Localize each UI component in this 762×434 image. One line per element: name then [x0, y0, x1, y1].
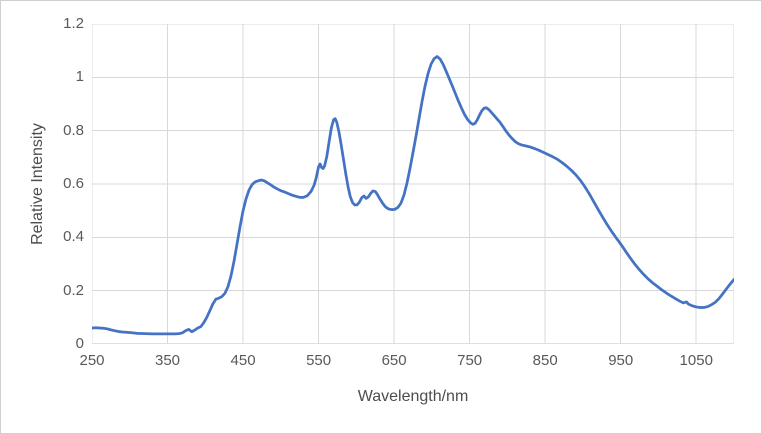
plot-area — [92, 24, 734, 344]
y-tick-label: 0.4 — [63, 228, 84, 246]
x-tick-label: 350 — [155, 352, 181, 369]
x-tick-label: 850 — [532, 352, 558, 369]
y-tick-label: 1.2 — [63, 15, 84, 32]
y-tick-label: 0.6 — [63, 175, 84, 192]
y-tick-label: 0.8 — [63, 121, 84, 139]
series-line — [92, 55, 734, 336]
x-tick-label: 650 — [381, 352, 407, 369]
y-tick-label: 0 — [75, 335, 84, 352]
y-tick-label: 1 — [75, 68, 84, 86]
x-axis-title: Wavelength/nm — [357, 388, 469, 405]
line-chart — [92, 24, 734, 344]
x-tick-label: 550 — [306, 352, 332, 369]
x-tick-label: 1050 — [679, 352, 713, 369]
x-tick-label: 750 — [457, 352, 483, 369]
x-tick-label: 450 — [230, 352, 256, 369]
y-tick-label: 0.2 — [63, 281, 84, 299]
x-tick-label: 250 — [79, 352, 105, 369]
x-tick-label: 950 — [608, 352, 634, 369]
